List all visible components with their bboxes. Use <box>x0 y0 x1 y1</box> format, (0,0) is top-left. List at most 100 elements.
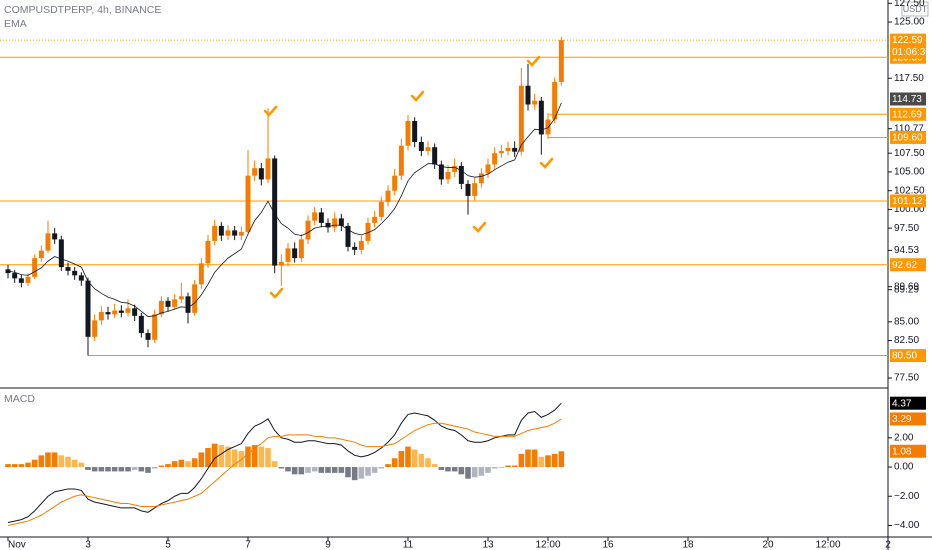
histogram-bar <box>38 455 45 468</box>
histogram-bar <box>65 456 71 468</box>
histogram-bar <box>551 453 558 468</box>
histogram-bar <box>465 467 471 479</box>
x-tick-label: 12:00 <box>535 540 560 550</box>
histogram-bar <box>245 446 251 468</box>
candle-body <box>552 81 558 120</box>
candle-body <box>538 100 544 135</box>
histogram-bar <box>18 464 25 468</box>
candle-body <box>325 222 331 228</box>
y-tick-label: 107.50 <box>894 148 925 159</box>
candle-body <box>125 308 131 313</box>
y-tick-label: 85.00 <box>894 316 919 327</box>
histogram-bar <box>345 467 351 478</box>
y-tick-label: 125.00 <box>894 17 925 28</box>
y-tick-label: 117.50 <box>894 73 924 84</box>
histogram-bar <box>545 455 551 468</box>
candle-body <box>338 218 344 226</box>
macd-last-label-box <box>890 396 926 410</box>
histogram-bar <box>478 467 485 476</box>
candle-body <box>412 120 418 142</box>
candle-body <box>112 310 118 315</box>
y-tick-label: −2.00 <box>894 491 920 502</box>
x-tick-label: 13 <box>482 540 494 550</box>
histogram-bar <box>365 467 371 476</box>
histogram-bar <box>258 446 265 468</box>
candle-body <box>405 120 411 146</box>
histogram-bar <box>165 464 171 468</box>
level-label-box <box>890 194 926 208</box>
histogram-bar <box>425 458 431 468</box>
histogram-bar <box>5 464 11 468</box>
check-mark <box>269 287 284 299</box>
candle-body <box>152 314 158 340</box>
histogram-bar <box>331 467 338 473</box>
histogram-bar <box>531 449 538 468</box>
histogram-bar <box>431 464 438 468</box>
histogram-bar <box>318 467 325 473</box>
histogram-bar <box>218 445 225 468</box>
candle-body <box>398 145 404 176</box>
candle-body <box>418 141 424 151</box>
histogram-bar <box>491 467 498 469</box>
candle-body <box>205 240 211 264</box>
level-label: 112.69 <box>892 109 922 120</box>
histogram-bar <box>558 451 565 468</box>
candle-body <box>292 248 298 259</box>
candle-body <box>378 201 384 217</box>
candle-body <box>45 233 51 251</box>
candle-body <box>432 147 438 165</box>
histogram-bar <box>378 467 385 469</box>
candle-body <box>98 312 104 321</box>
level-label-box <box>890 107 926 121</box>
candle-body <box>12 273 18 279</box>
candle-body <box>318 212 324 223</box>
histogram-bar <box>171 461 178 468</box>
candle-body <box>232 230 238 236</box>
histogram-bar <box>325 467 331 473</box>
candle-body <box>505 147 511 151</box>
histogram-bar <box>151 467 158 469</box>
candle-body <box>545 119 551 135</box>
x-tick-label: 12:00 <box>815 540 840 550</box>
histogram-bar <box>525 449 531 468</box>
currency: USDT <box>903 4 928 14</box>
signal-line <box>7 418 562 526</box>
histogram-bar <box>131 467 138 470</box>
histogram-bar <box>438 467 445 470</box>
histogram-bar <box>111 467 118 472</box>
level-label: 109.60 <box>892 133 923 144</box>
histogram-bar <box>71 459 78 468</box>
histogram-bar <box>291 467 298 475</box>
histogram-bar <box>398 450 405 468</box>
histogram-bar <box>511 465 518 468</box>
ema-line <box>7 102 562 317</box>
histogram-bar <box>278 467 285 469</box>
histogram-bar <box>251 445 258 468</box>
histogram-bar <box>311 467 318 472</box>
countdown: 01:06:30 <box>892 47 931 58</box>
level-label: 80.50 <box>892 351 917 362</box>
candle-body <box>65 267 71 271</box>
histogram-bar <box>411 449 418 468</box>
histogram-bar <box>418 453 425 468</box>
candle-body <box>365 222 371 241</box>
candle-body <box>438 164 444 180</box>
check-mark <box>410 90 425 102</box>
macd-line <box>7 402 562 524</box>
y-tick-label: 110.77 <box>894 123 924 134</box>
x-tick-label: 3 <box>85 540 91 550</box>
histogram-bar <box>458 467 465 475</box>
histogram-bar <box>505 465 511 468</box>
panel-title: MACD <box>4 393 35 405</box>
candle-body <box>38 250 44 259</box>
candle-body <box>345 225 351 247</box>
candle-body <box>212 225 218 241</box>
check-mark <box>539 157 554 169</box>
histogram-bar <box>118 467 125 472</box>
histogram-bar <box>211 443 218 468</box>
histogram-bar <box>498 467 505 468</box>
histogram-bar <box>185 461 191 468</box>
histogram-bar <box>178 459 185 468</box>
candle-body <box>138 315 144 334</box>
